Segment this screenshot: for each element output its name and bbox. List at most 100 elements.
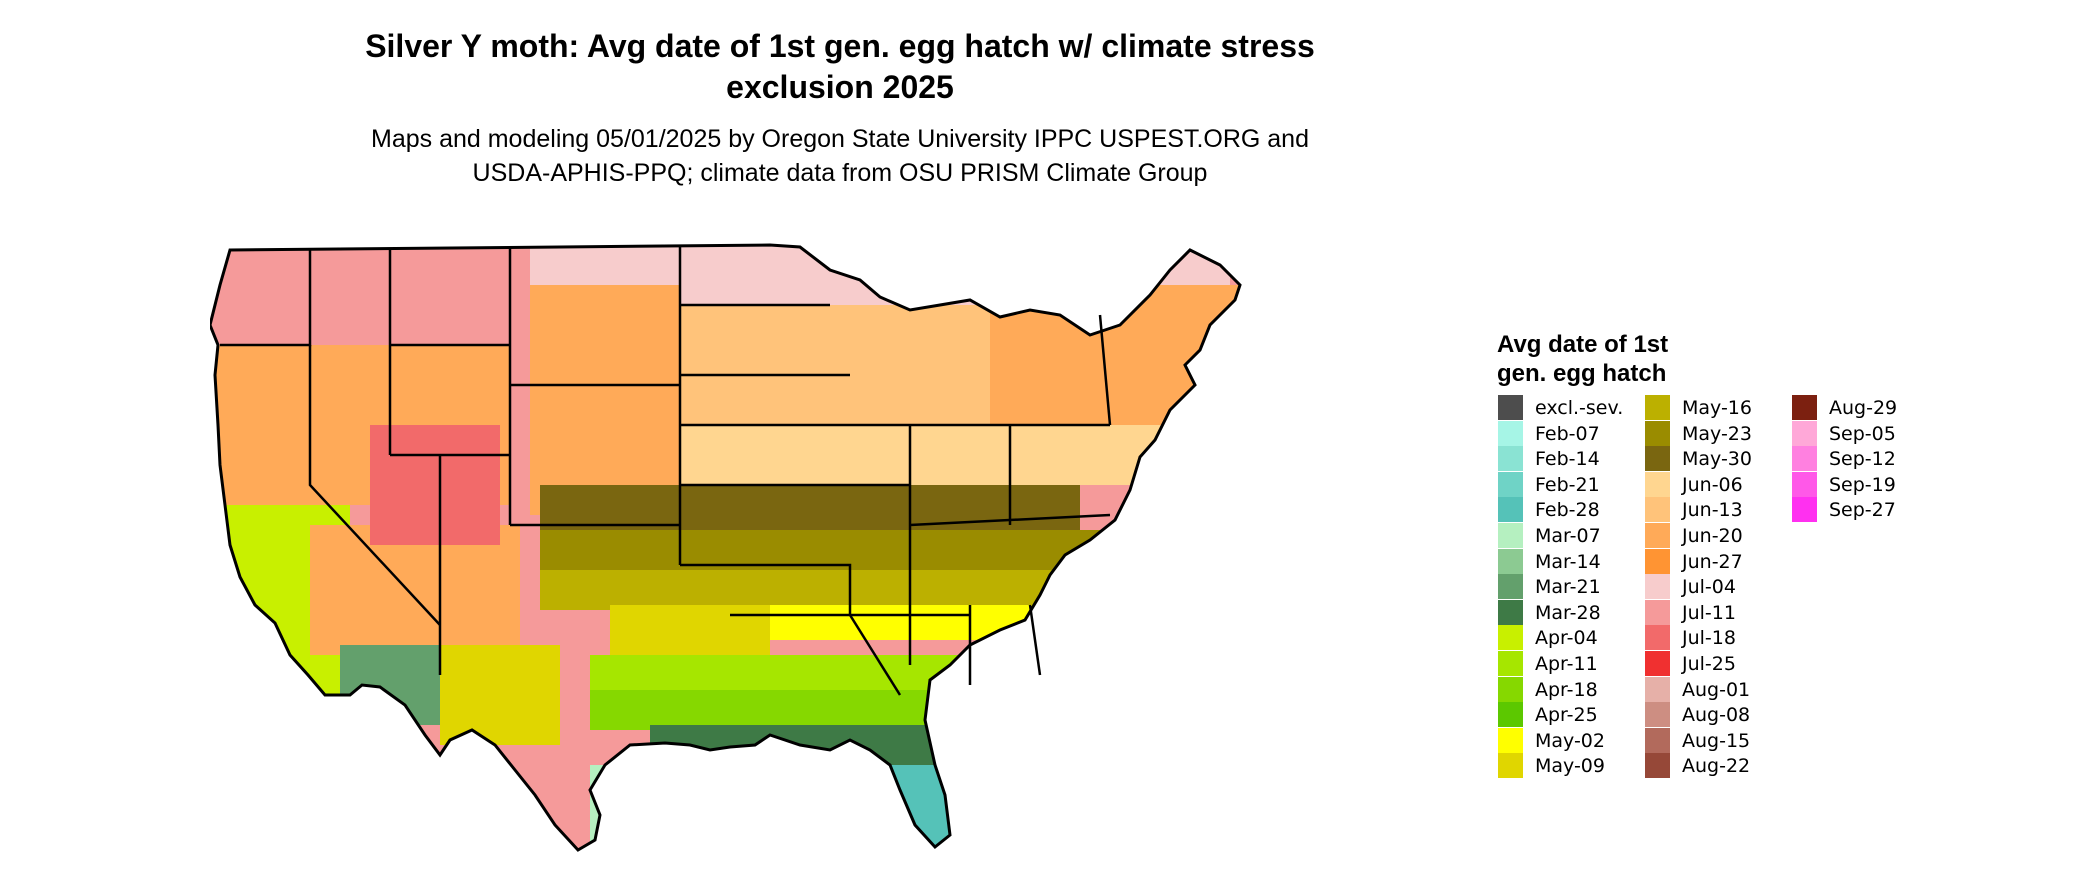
legend-swatch xyxy=(1645,395,1670,420)
legend-label: Jul-25 xyxy=(1682,653,1736,675)
legend-swatch xyxy=(1498,523,1523,548)
legend-label: May-30 xyxy=(1682,448,1752,471)
legend-swatch xyxy=(1645,625,1670,651)
legend-swatch xyxy=(1498,395,1523,420)
legend-label: Jul-11 xyxy=(1682,601,1736,624)
legend-swatch xyxy=(1792,471,1817,497)
legend-item: Feb-14 xyxy=(1498,446,1638,472)
legend-label: Sep-05 xyxy=(1829,422,1896,445)
legend-swatch xyxy=(1645,523,1670,548)
legend-swatch xyxy=(1498,753,1523,779)
legend-swatch xyxy=(1645,420,1670,446)
legend-label: excl.-sev. xyxy=(1535,397,1624,419)
legend-label: Sep-12 xyxy=(1829,448,1896,471)
legend-item: Feb-21 xyxy=(1498,471,1638,498)
legend-swatch xyxy=(1498,548,1523,574)
map-title: Silver Y moth: Avg date of 1st gen. egg … xyxy=(365,28,1315,105)
legend-swatch xyxy=(1498,446,1523,472)
legend-item: Feb-28 xyxy=(1498,497,1638,523)
legend-label: Aug-01 xyxy=(1682,678,1751,701)
legend-label: Jun-27 xyxy=(1682,550,1743,573)
legend-item: Apr-25 xyxy=(1498,702,1638,728)
legend-item: Aug-01 xyxy=(1645,676,1785,703)
legend-label: Aug-22 xyxy=(1682,755,1751,778)
legend-swatch xyxy=(1498,625,1523,651)
legend-item: Mar-14 xyxy=(1498,548,1638,575)
legend-item: Aug-29 xyxy=(1792,395,1932,421)
legend-swatch xyxy=(1498,702,1523,728)
legend-swatch xyxy=(1645,599,1670,625)
legend-swatch xyxy=(1498,651,1523,676)
legend-label: Sep-19 xyxy=(1829,473,1896,496)
legend-label: Jun-20 xyxy=(1682,525,1743,547)
legend-label: May-16 xyxy=(1682,397,1752,419)
legend-label: Feb-14 xyxy=(1535,448,1600,471)
legend-item: Aug-15 xyxy=(1645,727,1785,754)
legend-item: Sep-05 xyxy=(1792,420,1932,447)
legend-item: Aug-22 xyxy=(1645,753,1785,779)
legend-swatch xyxy=(1645,548,1670,574)
legend-item: Feb-07 xyxy=(1498,420,1638,447)
legend-swatch xyxy=(1645,676,1670,702)
legend-label: Sep-27 xyxy=(1829,499,1896,522)
legend-swatch xyxy=(1645,574,1670,600)
legend-swatch xyxy=(1792,446,1817,472)
legend-item: May-02 xyxy=(1498,727,1638,754)
legend-swatch xyxy=(1498,471,1523,497)
legend-swatch xyxy=(1498,497,1523,523)
map-subtitle: Maps and modeling 05/01/2025 by Oregon S… xyxy=(371,125,1309,187)
legend-item: excl.-sev. xyxy=(1498,395,1638,421)
legend-label: Apr-11 xyxy=(1535,653,1598,675)
us-map xyxy=(210,243,1242,852)
legend-label: Feb-21 xyxy=(1535,473,1600,496)
legend-label: Apr-04 xyxy=(1535,627,1598,650)
legend-item: May-30 xyxy=(1645,446,1785,472)
legend-item: Sep-12 xyxy=(1792,446,1932,472)
legend-swatch xyxy=(1645,651,1670,676)
legend-label: Feb-07 xyxy=(1535,422,1600,445)
legend-swatch xyxy=(1498,420,1523,446)
legend-swatch xyxy=(1498,676,1523,702)
legend-item: Apr-18 xyxy=(1498,676,1638,703)
legend-label: May-02 xyxy=(1535,729,1605,752)
legend-swatch xyxy=(1645,471,1670,497)
legend-item: Jun-20 xyxy=(1645,523,1785,549)
legend-item: Mar-21 xyxy=(1498,574,1638,600)
legend-swatch xyxy=(1792,497,1817,523)
legend-item: Mar-07 xyxy=(1498,523,1638,549)
legend-label: Jul-04 xyxy=(1682,576,1736,599)
legend-swatch xyxy=(1645,446,1670,472)
legend-item: Jul-11 xyxy=(1645,599,1785,626)
legend-item: Jul-18 xyxy=(1645,625,1785,651)
legend-swatch xyxy=(1792,395,1817,420)
legend-label: Mar-21 xyxy=(1535,576,1601,599)
legend-label: Feb-28 xyxy=(1535,499,1600,522)
legend-item: Sep-27 xyxy=(1792,497,1932,523)
legend-swatch xyxy=(1498,574,1523,600)
legend-item: Jun-06 xyxy=(1645,471,1785,498)
legend-label: May-23 xyxy=(1682,422,1752,445)
legend-swatch xyxy=(1645,727,1670,753)
legend-label: Aug-08 xyxy=(1682,704,1751,727)
legend-label: Mar-28 xyxy=(1535,601,1601,624)
legend-swatch xyxy=(1498,727,1523,753)
legend-item: Jul-04 xyxy=(1645,574,1785,600)
legend-label: May-09 xyxy=(1535,755,1605,778)
legend-item: Jul-25 xyxy=(1645,651,1785,677)
legend-label: Jun-13 xyxy=(1682,499,1743,522)
legend-item: Jun-13 xyxy=(1645,497,1785,523)
legend-swatch xyxy=(1645,753,1670,779)
legend-item: Mar-28 xyxy=(1498,599,1638,626)
legend-label: Aug-15 xyxy=(1682,729,1751,752)
legend-label: Apr-25 xyxy=(1535,704,1598,727)
legend-label: Mar-14 xyxy=(1535,550,1601,573)
legend-label: Mar-07 xyxy=(1535,525,1601,547)
legend-label: Aug-29 xyxy=(1829,397,1898,419)
legend-label: Jun-06 xyxy=(1682,473,1743,496)
legend-swatch xyxy=(1645,497,1670,523)
legend-swatch xyxy=(1498,599,1523,625)
legend-title: Avg date of 1st gen. egg hatch xyxy=(1497,331,1669,387)
legend-item: Jun-27 xyxy=(1645,548,1785,575)
legend-item: May-23 xyxy=(1645,420,1785,447)
legend-item: May-09 xyxy=(1498,753,1638,779)
